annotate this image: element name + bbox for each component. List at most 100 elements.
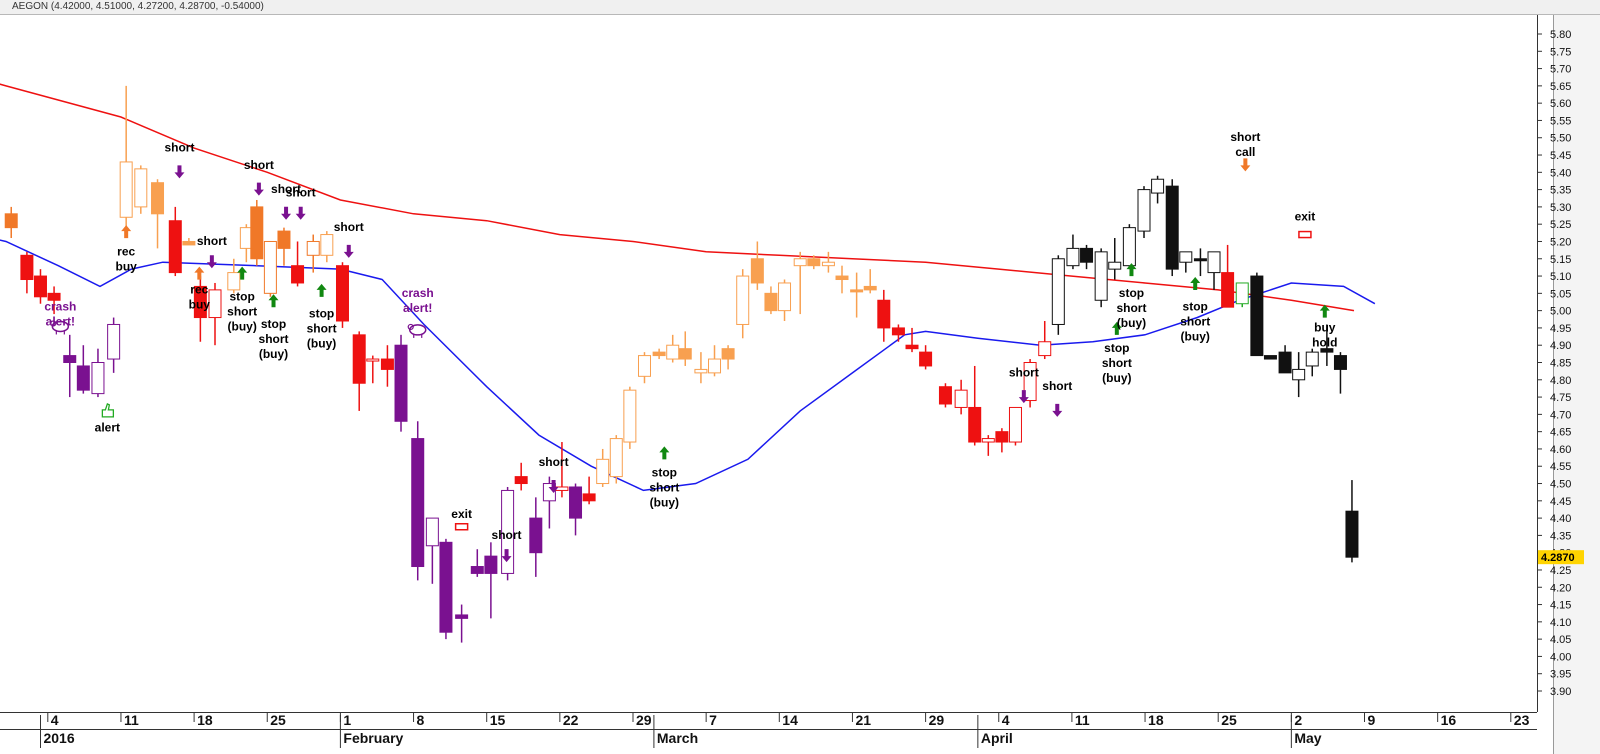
candle[interactable]	[1165, 179, 1179, 277]
candle[interactable]	[514, 462, 528, 491]
candle[interactable]	[250, 199, 264, 266]
candle[interactable]	[995, 428, 1009, 453]
candle[interactable]	[736, 269, 750, 339]
candle[interactable]	[919, 345, 933, 370]
candle[interactable]	[335, 262, 349, 328]
candle[interactable]	[20, 251, 34, 294]
candle-body	[168, 220, 182, 274]
candle[interactable]	[1051, 255, 1065, 335]
candle[interactable]	[1066, 234, 1080, 270]
candle[interactable]	[107, 317, 121, 373]
candle[interactable]	[411, 421, 425, 581]
candle[interactable]	[1333, 352, 1347, 394]
candle[interactable]	[134, 165, 148, 214]
candle[interactable]	[182, 238, 196, 246]
candle[interactable]	[151, 179, 165, 249]
candle[interactable]	[981, 435, 995, 456]
candle[interactable]	[484, 542, 498, 619]
candle[interactable]	[582, 476, 596, 505]
candle[interactable]	[352, 331, 366, 411]
candle[interactable]	[439, 538, 453, 640]
candle[interactable]	[470, 549, 484, 577]
signal-text: crash	[402, 286, 434, 300]
candle[interactable]	[366, 355, 380, 384]
candle[interactable]	[954, 379, 968, 415]
candle[interactable]	[33, 269, 47, 304]
candle[interactable]	[4, 206, 18, 239]
candle[interactable]	[750, 241, 764, 290]
candle[interactable]	[938, 383, 952, 408]
candle[interactable]	[968, 365, 982, 446]
candle-body	[1320, 348, 1334, 353]
candle[interactable]	[63, 334, 77, 398]
candle[interactable]	[291, 241, 305, 287]
candle[interactable]	[652, 348, 666, 360]
candle[interactable]	[1023, 359, 1037, 408]
candle[interactable]	[1008, 406, 1022, 446]
candle[interactable]	[821, 251, 835, 273]
candle[interactable]	[1193, 248, 1207, 277]
candle[interactable]	[721, 345, 735, 370]
candle[interactable]	[1345, 480, 1359, 563]
candle[interactable]	[76, 345, 90, 394]
candle[interactable]	[764, 286, 778, 315]
candle[interactable]	[1221, 244, 1235, 308]
candle[interactable]	[394, 334, 408, 432]
candle[interactable]	[1207, 251, 1221, 290]
candle[interactable]	[891, 324, 905, 342]
candle-body	[623, 389, 637, 443]
candle-body	[1137, 189, 1151, 232]
candle[interactable]	[239, 224, 253, 263]
candle[interactable]	[1122, 224, 1136, 270]
candle[interactable]	[877, 289, 891, 342]
candle[interactable]	[47, 286, 61, 315]
candle[interactable]	[678, 331, 692, 366]
candle[interactable]	[455, 604, 469, 643]
candle[interactable]	[807, 255, 821, 270]
candle[interactable]	[835, 265, 849, 294]
candle[interactable]	[380, 345, 394, 387]
candle[interactable]	[863, 269, 877, 294]
candle[interactable]	[1278, 345, 1292, 374]
candle[interactable]	[306, 234, 320, 273]
candle[interactable]	[1263, 355, 1277, 360]
candle[interactable]	[666, 334, 680, 363]
candle[interactable]	[905, 327, 919, 353]
candle[interactable]	[596, 448, 610, 487]
candle[interactable]	[168, 206, 182, 277]
candle[interactable]	[91, 348, 105, 398]
candle[interactable]	[1151, 175, 1165, 204]
candle[interactable]	[1094, 248, 1108, 308]
candle[interactable]	[708, 345, 722, 377]
candle[interactable]	[778, 279, 792, 322]
candle[interactable]	[1250, 272, 1264, 357]
candle[interactable]	[637, 352, 651, 384]
candle[interactable]	[1080, 244, 1094, 270]
candle[interactable]	[529, 497, 543, 577]
candle[interactable]	[425, 517, 439, 584]
candle[interactable]	[1038, 321, 1052, 360]
candle[interactable]	[263, 240, 277, 297]
candle[interactable]	[1320, 324, 1334, 366]
candle[interactable]	[1137, 186, 1151, 239]
signal-text: buy	[189, 297, 211, 311]
candle[interactable]	[1292, 352, 1306, 398]
candle[interactable]	[793, 251, 807, 315]
candle[interactable]	[227, 258, 241, 294]
candle[interactable]	[623, 386, 637, 449]
candle[interactable]	[1108, 238, 1122, 280]
candle[interactable]	[1305, 348, 1319, 377]
candle[interactable]	[569, 483, 583, 536]
candle[interactable]	[609, 435, 623, 484]
candle[interactable]	[1235, 282, 1249, 308]
candle[interactable]	[119, 85, 133, 235]
candle[interactable]	[1179, 251, 1193, 273]
axis-scrollbar[interactable]	[1553, 15, 1600, 754]
candle[interactable]	[277, 227, 291, 266]
candle[interactable]	[193, 276, 207, 342]
candle[interactable]	[208, 282, 222, 346]
candle[interactable]	[320, 231, 334, 263]
candle[interactable]	[850, 272, 864, 318]
candle[interactable]	[694, 352, 708, 384]
